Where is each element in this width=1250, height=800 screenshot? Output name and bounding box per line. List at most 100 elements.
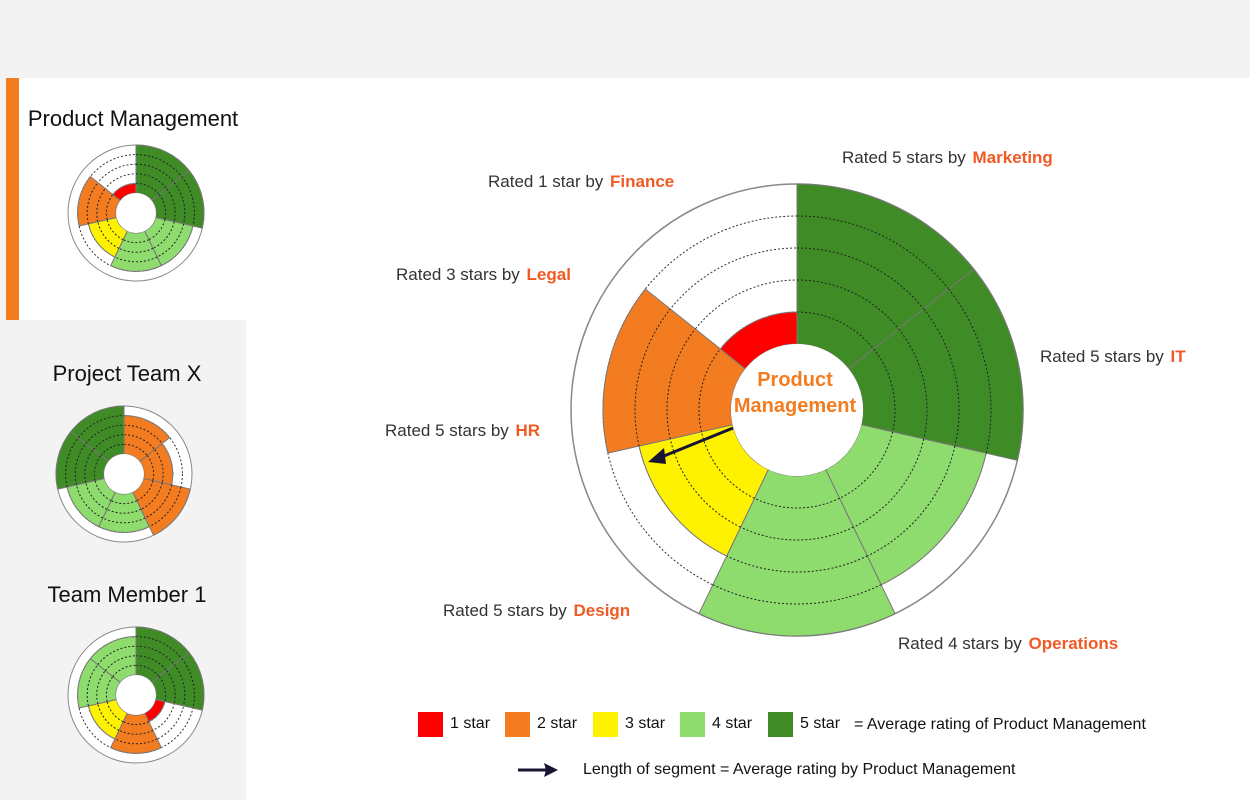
- segment-grid-arc: [173, 182, 186, 224]
- segment-grid-arc: [65, 437, 79, 488]
- segment-grid-arc: [158, 194, 167, 220]
- dept-name: HR: [516, 421, 541, 440]
- segment-grid-arc: [114, 256, 158, 263]
- segment-grid-arc: [149, 486, 182, 528]
- legend-swatch: [593, 711, 618, 737]
- segment-grid-arc: [923, 308, 960, 447]
- legend-item-1-star: 1 star: [418, 711, 491, 737]
- dept-name: Marketing: [973, 148, 1053, 167]
- legend-label: 4 star: [712, 715, 753, 732]
- segment-grid-arc: [75, 484, 104, 519]
- segment-label-it: Rated 5 stars by IT: [1040, 347, 1186, 366]
- legend-swatch: [505, 711, 530, 737]
- segment-grid-arc: [166, 188, 176, 222]
- segment-grid-arc: [123, 443, 148, 456]
- segment-grid-arc: [796, 311, 875, 350]
- segment-grid-arc: [123, 434, 156, 450]
- segment-grid-arc: [85, 424, 125, 444]
- segment-grid-arc: [140, 482, 163, 510]
- rating-prefix: Rated 1 star by: [488, 172, 608, 191]
- segment-grid-arc: [110, 500, 138, 505]
- rating-prefix: Rated 5 stars by: [385, 421, 514, 440]
- center-hole: [104, 454, 144, 494]
- segment-grid-arc: [796, 247, 925, 310]
- segment-grid-arc: [156, 223, 185, 258]
- segment-grid-arc: [86, 664, 99, 706]
- legend-label: 2 star: [537, 715, 578, 732]
- center-hole: [731, 344, 863, 476]
- segment-grid-arc: [118, 729, 154, 735]
- segment-grid-arc: [92, 434, 125, 450]
- segment-grid-arc: [135, 636, 183, 659]
- legend-note: = Average rating of Product Management: [854, 716, 1146, 733]
- segment-grid-arc: [173, 664, 186, 706]
- rating-prefix: Rated 5 stars by: [842, 148, 971, 167]
- segment-grid-arc: [181, 176, 195, 227]
- top-bar: [0, 0, 1250, 78]
- segment-grid-arc: [154, 449, 164, 483]
- segment-grid-arc: [135, 645, 175, 665]
- rating-prefix: Rated 5 stars by: [443, 601, 572, 620]
- segment-grid-arc: [102, 517, 146, 524]
- segment-grid-arc: [105, 194, 114, 220]
- segment-grid-arc: [96, 188, 106, 222]
- segment-grid-arc: [867, 445, 956, 557]
- segment-grid-arc: [698, 348, 721, 432]
- segment-label-operations: Rated 4 stars by Operations: [898, 634, 1118, 653]
- segment-label-marketing: Rated 5 stars by Marketing: [842, 148, 1053, 167]
- mini-sunburst-team-member-1[interactable]: [66, 625, 206, 765]
- segment-grid-arc: [97, 703, 120, 731]
- segment-grid-arc: [839, 431, 894, 499]
- active-indicator: [6, 78, 19, 320]
- segment-grid-arc: [97, 645, 137, 665]
- segment-grid-arc: [77, 415, 125, 438]
- sidebar-item-label: Product Management: [27, 106, 239, 131]
- mini-sunburst-product-management[interactable]: [66, 143, 206, 283]
- legend-item-4-star: 4 star: [680, 711, 753, 737]
- segment-grid-arc: [152, 221, 175, 249]
- dept-name: Legal: [527, 265, 571, 284]
- segment-grid-arc: [135, 173, 168, 189]
- sidebar-item-label: Project Team X: [52, 361, 202, 386]
- segment-label-finance: Rated 1 star by Finance: [488, 172, 674, 191]
- center-hole: [116, 675, 156, 715]
- arrow-legend-icon: [518, 763, 558, 777]
- rating-prefix: Rated 5 stars by: [1040, 347, 1169, 366]
- arrow-legend-note: Length of segment = Average rating by Pr…: [583, 761, 1016, 778]
- segment-label-design: Rated 5 stars by Design: [443, 601, 630, 620]
- legend-label: 1 star: [450, 715, 491, 732]
- segment-grid-arc: [796, 279, 900, 330]
- segment-grid-arc: [740, 526, 854, 541]
- legend-label: 3 star: [625, 715, 666, 732]
- dept-name: Finance: [610, 172, 674, 191]
- segment-grid-arc: [74, 443, 87, 485]
- sidebar-item-label: Team Member 1: [47, 582, 207, 607]
- legend-swatch: [768, 711, 793, 737]
- segment-grid-arc: [796, 215, 950, 290]
- mini-sunburst-project-team-x[interactable]: [54, 404, 194, 544]
- segment-grid-arc: [135, 664, 160, 677]
- segment-grid-arc: [114, 738, 158, 745]
- segment-grid-arc: [146, 455, 155, 481]
- segment-grid-arc: [123, 424, 163, 444]
- segment-grid-arc: [106, 508, 142, 514]
- segment-grid-arc: [85, 482, 108, 510]
- center-label-line1: Product: [757, 369, 833, 391]
- dept-name: Operations: [1029, 634, 1119, 653]
- segment-grid-arc: [104, 655, 137, 671]
- segment-grid-arc: [97, 221, 120, 249]
- segment-grid-arc: [136, 480, 154, 502]
- segment-grid-arc: [853, 438, 925, 528]
- segment-grid-arc: [94, 480, 112, 502]
- segment-grid-arc: [112, 664, 137, 677]
- segment-grid-arc: [135, 655, 168, 671]
- segment-grid-arc: [106, 701, 124, 723]
- segment-grid-arc: [712, 584, 882, 605]
- segment-grid-arc: [634, 308, 671, 447]
- segment-grid-arc: [700, 431, 755, 499]
- rating-arrow-shaft: [658, 426, 734, 460]
- segment-grid-arc: [726, 555, 868, 573]
- segment-grid-arc: [86, 182, 99, 224]
- segment-grid-arc: [105, 676, 114, 702]
